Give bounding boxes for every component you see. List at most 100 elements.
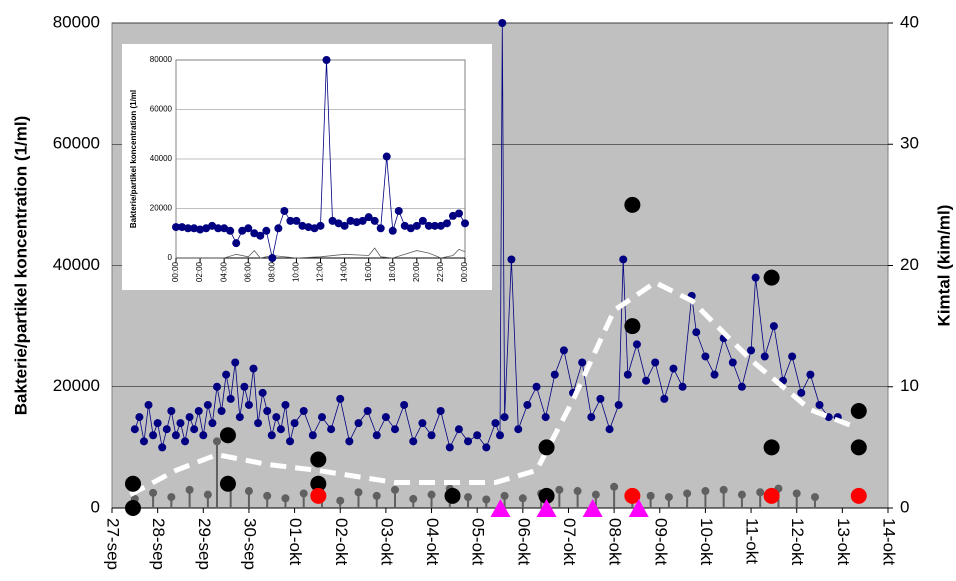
dot [763, 269, 780, 286]
data-point [352, 218, 361, 227]
data-point [262, 226, 271, 235]
y-tick-label: 40000 [53, 255, 100, 274]
x-tick-label: 16:00 [364, 261, 373, 282]
data-point [424, 221, 433, 230]
x-tick-label: 04-okt [423, 518, 442, 566]
dot [124, 500, 141, 516]
data-point [334, 219, 343, 228]
data-point [669, 364, 678, 373]
data-point [158, 443, 167, 452]
x-tick-label: 12:00 [316, 261, 325, 282]
data-point [231, 358, 240, 367]
x-tick-label: 28-sep [149, 518, 168, 570]
data-point [286, 437, 295, 446]
stem-head [391, 485, 400, 494]
data-point [642, 376, 651, 385]
stem-head [336, 496, 345, 505]
data-point [235, 413, 244, 422]
data-point [507, 255, 516, 264]
dot [763, 439, 780, 456]
data-point [249, 364, 258, 373]
data-point [194, 407, 203, 415]
data-point [461, 219, 469, 228]
y2-tick-label: 10 [900, 376, 919, 395]
dot [850, 487, 867, 504]
data-point [678, 382, 687, 391]
data-point [208, 221, 217, 230]
data-point [281, 400, 290, 409]
series-line [176, 247, 466, 259]
data-point [587, 413, 596, 422]
data-point [272, 413, 281, 422]
data-point [298, 221, 307, 230]
data-point [514, 425, 523, 434]
x-tick-label: 08-okt [606, 518, 625, 566]
dot [444, 487, 461, 504]
x-tick-label: 02-okt [332, 518, 351, 566]
data-point [596, 394, 605, 403]
x-tick-label: 04:00 [219, 261, 228, 282]
data-point [418, 419, 427, 428]
data-point [430, 221, 439, 230]
data-point [482, 443, 491, 452]
data-point [454, 209, 463, 218]
series-line [134, 22, 838, 449]
data-point [391, 425, 400, 434]
dot [624, 318, 641, 335]
dot [219, 475, 236, 492]
stem-head [646, 491, 655, 500]
stem-head [610, 482, 619, 491]
y-tick-label: 20000 [53, 376, 100, 395]
data-point [268, 254, 277, 262]
x-tick-label: 00:00 [460, 261, 469, 282]
dot [538, 439, 555, 456]
stem-head [737, 490, 746, 499]
data-point [541, 413, 550, 422]
data-point [806, 370, 815, 379]
x-tick-label: 10:00 [292, 261, 301, 282]
data-point [167, 407, 176, 415]
data-point [523, 400, 532, 409]
y-tick-label: 80000 [53, 12, 100, 31]
stem-head [683, 489, 692, 498]
data-point [619, 255, 628, 264]
x-tick-label: 06:00 [243, 261, 252, 282]
data-point [317, 413, 326, 422]
data-point [286, 216, 295, 225]
y-axis-label: Bakterie/partikel koncentration (1/ml [129, 90, 138, 228]
data-point [559, 346, 568, 355]
data-point [240, 382, 249, 391]
stem-head [167, 493, 176, 502]
data-point [238, 226, 247, 235]
data-point [363, 407, 372, 415]
data-point [346, 216, 355, 225]
data-point [181, 437, 190, 446]
stem-head [482, 495, 491, 504]
data-point [660, 394, 669, 403]
stem-head [555, 485, 564, 494]
data-point [244, 224, 253, 233]
dot [624, 487, 641, 504]
x-tick-label: 14:00 [340, 261, 349, 282]
data-point [226, 394, 235, 403]
data-point [176, 419, 185, 428]
data-point [256, 231, 265, 240]
dot [850, 403, 867, 419]
stem-head [212, 437, 221, 446]
x-tick-label: 02:00 [195, 261, 204, 282]
triangle [582, 499, 603, 517]
data-point [308, 431, 317, 440]
data-point [797, 388, 806, 397]
data-point [473, 431, 482, 440]
data-point [751, 273, 760, 282]
stem-head [244, 487, 253, 496]
data-point [226, 226, 235, 235]
data-point [498, 19, 507, 27]
x-tick-label: 08:00 [267, 261, 276, 282]
data-point [532, 382, 541, 391]
data-point [623, 370, 632, 379]
data-point [614, 400, 623, 409]
data-point [280, 206, 289, 215]
dot [219, 427, 236, 444]
data-point [454, 425, 463, 434]
